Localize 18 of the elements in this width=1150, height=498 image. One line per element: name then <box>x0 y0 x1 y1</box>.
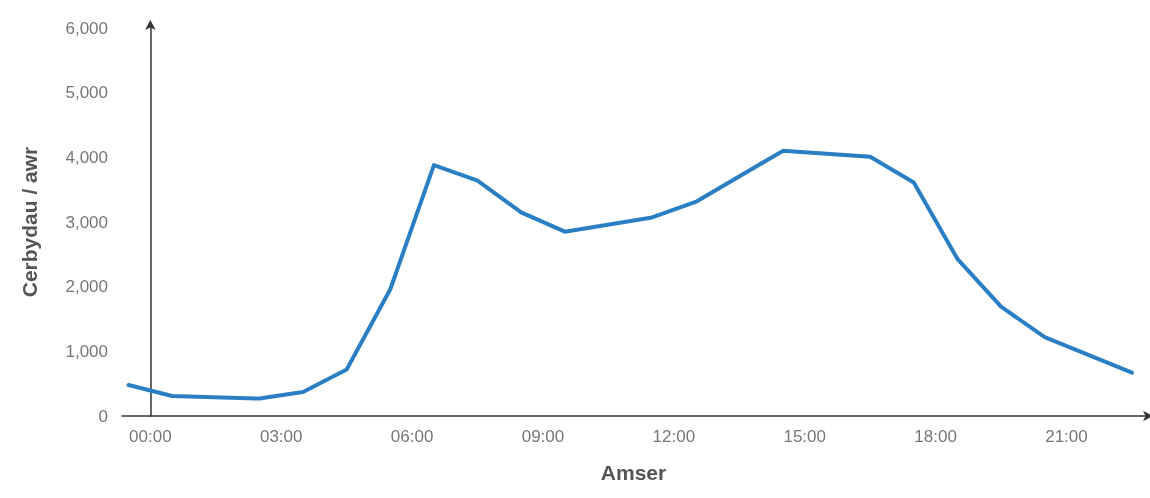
x-tick-label: 03:00 <box>259 427 303 446</box>
x-tick-label: 15:00 <box>783 427 826 446</box>
y-axis-title: Cerbydau / awr <box>18 146 41 298</box>
x-tick-label: 18:00 <box>914 427 957 446</box>
line-series <box>126 148 1134 401</box>
y-tick-label: 5,000 <box>65 83 108 103</box>
x-axis-title: Amser <box>600 461 667 484</box>
y-tick-label: 3,000 <box>65 212 108 232</box>
x-tick-label: 09:00 <box>521 427 565 446</box>
x-tick-label: 12:00 <box>652 427 696 446</box>
x-tick-label: 06:00 <box>390 427 434 446</box>
y-tick-label: 2,000 <box>65 277 108 297</box>
y-tick-label: 0 <box>98 406 108 426</box>
y-tick-label: 4,000 <box>65 147 108 167</box>
x-tick-label: 21:00 <box>1045 427 1088 446</box>
y-tick-label: 1,000 <box>65 341 108 361</box>
x-tick-label: 00:00 <box>129 427 172 446</box>
y-tick-label: 6,000 <box>65 18 108 38</box>
